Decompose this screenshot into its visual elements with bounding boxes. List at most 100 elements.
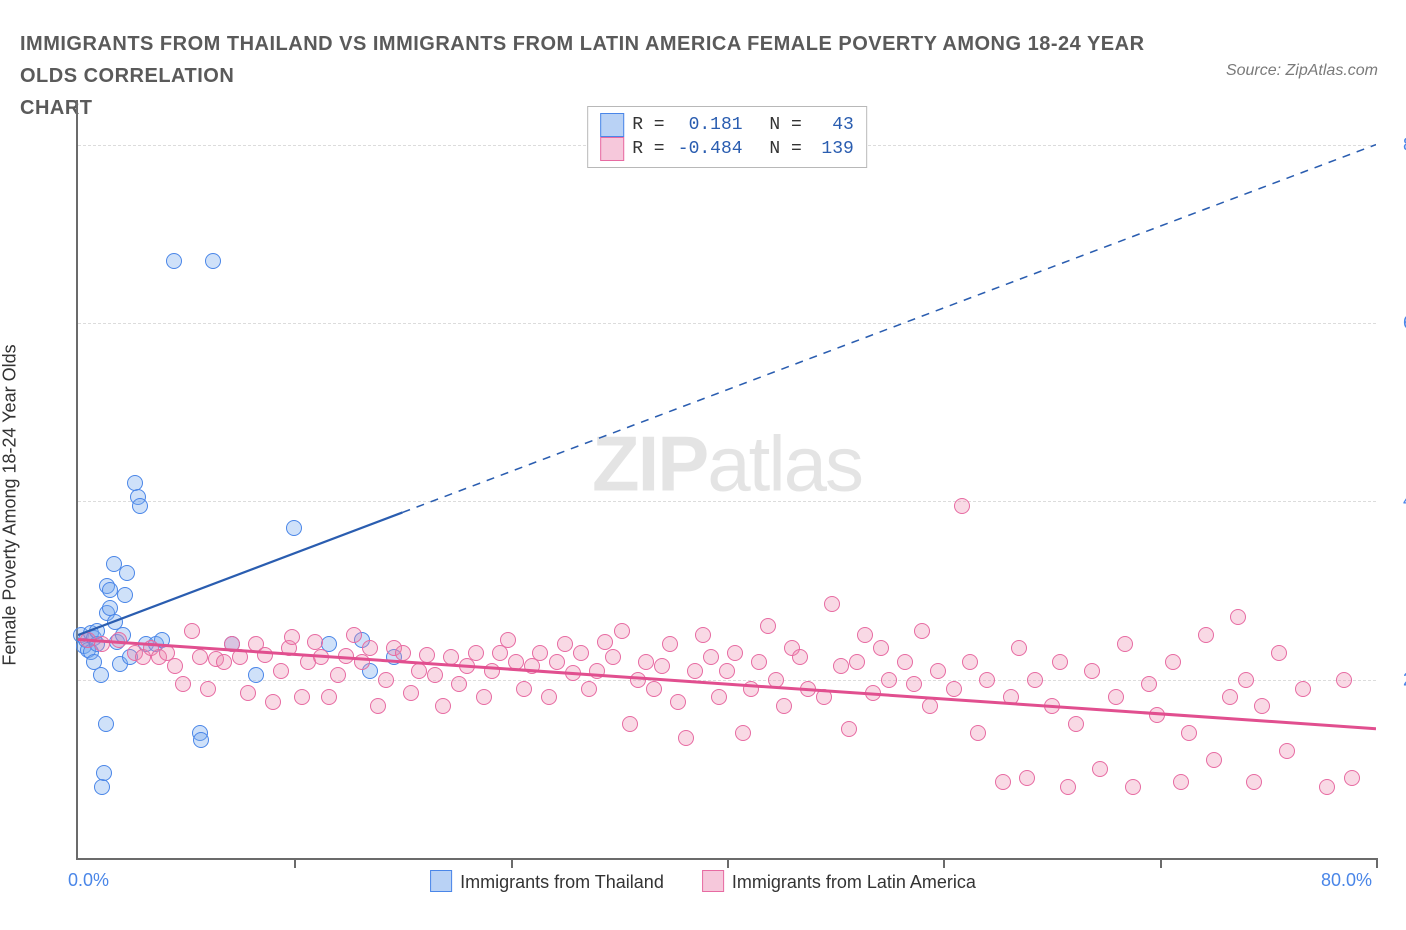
legend-row-thailand: R = 0.181 N = 43 — [600, 113, 854, 137]
data-point — [435, 698, 451, 714]
data-point — [816, 689, 832, 705]
n-value-thailand: 43 — [810, 115, 854, 135]
data-point — [873, 640, 889, 656]
data-point — [102, 582, 118, 598]
data-point — [1246, 774, 1262, 790]
x-axis-max-label: 80.0% — [1321, 870, 1372, 891]
data-point — [865, 685, 881, 701]
data-point — [760, 618, 776, 634]
data-point — [881, 672, 897, 688]
r-value-thailand: 0.181 — [673, 115, 743, 135]
data-point — [307, 634, 323, 650]
data-point — [468, 645, 484, 661]
data-point — [687, 663, 703, 679]
data-point — [93, 667, 109, 683]
data-point — [605, 649, 621, 665]
data-point — [1011, 640, 1027, 656]
data-point — [443, 649, 459, 665]
x-axis-min-label: 0.0% — [68, 870, 109, 891]
data-point — [132, 498, 148, 514]
data-point — [695, 627, 711, 643]
data-point — [94, 779, 110, 795]
data-point — [1173, 774, 1189, 790]
data-point — [581, 681, 597, 697]
data-point — [1108, 689, 1124, 705]
data-point — [1125, 779, 1141, 795]
data-point — [80, 632, 96, 648]
data-point — [362, 640, 378, 656]
data-point — [833, 658, 849, 674]
swatch-icon — [430, 870, 452, 892]
data-point — [1092, 761, 1108, 777]
data-point — [205, 253, 221, 269]
x-tick — [1160, 858, 1162, 868]
data-point — [216, 654, 232, 670]
data-point — [678, 730, 694, 746]
data-point — [646, 681, 662, 697]
data-point — [1279, 743, 1295, 759]
data-point — [1141, 676, 1157, 692]
data-point — [662, 636, 678, 652]
data-point — [630, 672, 646, 688]
n-label: N = — [769, 139, 801, 159]
data-point — [589, 663, 605, 679]
data-point — [1271, 645, 1287, 661]
x-tick — [294, 858, 296, 868]
swatch-thailand — [600, 113, 624, 137]
data-point — [841, 721, 857, 737]
data-point — [954, 498, 970, 514]
data-point — [427, 667, 443, 683]
x-tick — [1376, 858, 1378, 868]
data-point — [193, 732, 209, 748]
data-point — [930, 663, 946, 679]
data-point — [1181, 725, 1197, 741]
data-point — [735, 725, 751, 741]
data-point — [541, 689, 557, 705]
data-point — [240, 685, 256, 701]
data-point — [946, 681, 962, 697]
data-point — [395, 645, 411, 661]
data-point — [1044, 698, 1060, 714]
series-legend: Immigrants from Thailand Immigrants from… — [430, 870, 976, 893]
data-point — [1117, 636, 1133, 652]
data-point — [117, 587, 133, 603]
data-point — [800, 681, 816, 697]
data-point — [1052, 654, 1068, 670]
data-point — [776, 698, 792, 714]
x-tick — [511, 858, 513, 868]
data-point — [273, 663, 289, 679]
r-label: R = — [632, 115, 664, 135]
data-point — [94, 636, 110, 652]
data-point — [284, 629, 300, 645]
n-label: N = — [769, 115, 801, 135]
data-point — [1295, 681, 1311, 697]
chart-area: Female Poverty Among 18-24 Year Olds ZIP… — [20, 100, 1386, 910]
data-point — [111, 632, 127, 648]
swatch-latinamerica — [600, 137, 624, 161]
data-point — [897, 654, 913, 670]
data-point — [1254, 698, 1270, 714]
data-point — [419, 647, 435, 663]
data-point — [1222, 689, 1238, 705]
data-point — [184, 623, 200, 639]
data-point — [257, 647, 273, 663]
data-point — [962, 654, 978, 670]
data-point — [565, 665, 581, 681]
data-point — [532, 645, 548, 661]
correlation-legend: R = 0.181 N = 43 R = -0.484 N = 139 — [587, 106, 867, 168]
swatch-icon — [702, 870, 724, 892]
data-point — [1165, 654, 1181, 670]
data-point — [98, 716, 114, 732]
data-point — [654, 658, 670, 674]
data-point — [719, 663, 735, 679]
data-point — [248, 667, 264, 683]
data-point — [703, 649, 719, 665]
data-point — [995, 774, 1011, 790]
data-point — [265, 694, 281, 710]
plot-region: ZIPatlas R = 0.181 N = 43 R = -0.484 N =… — [76, 100, 1376, 860]
data-point — [500, 632, 516, 648]
data-point — [192, 649, 208, 665]
data-point — [313, 649, 329, 665]
data-point — [1149, 707, 1165, 723]
data-point — [622, 716, 638, 732]
